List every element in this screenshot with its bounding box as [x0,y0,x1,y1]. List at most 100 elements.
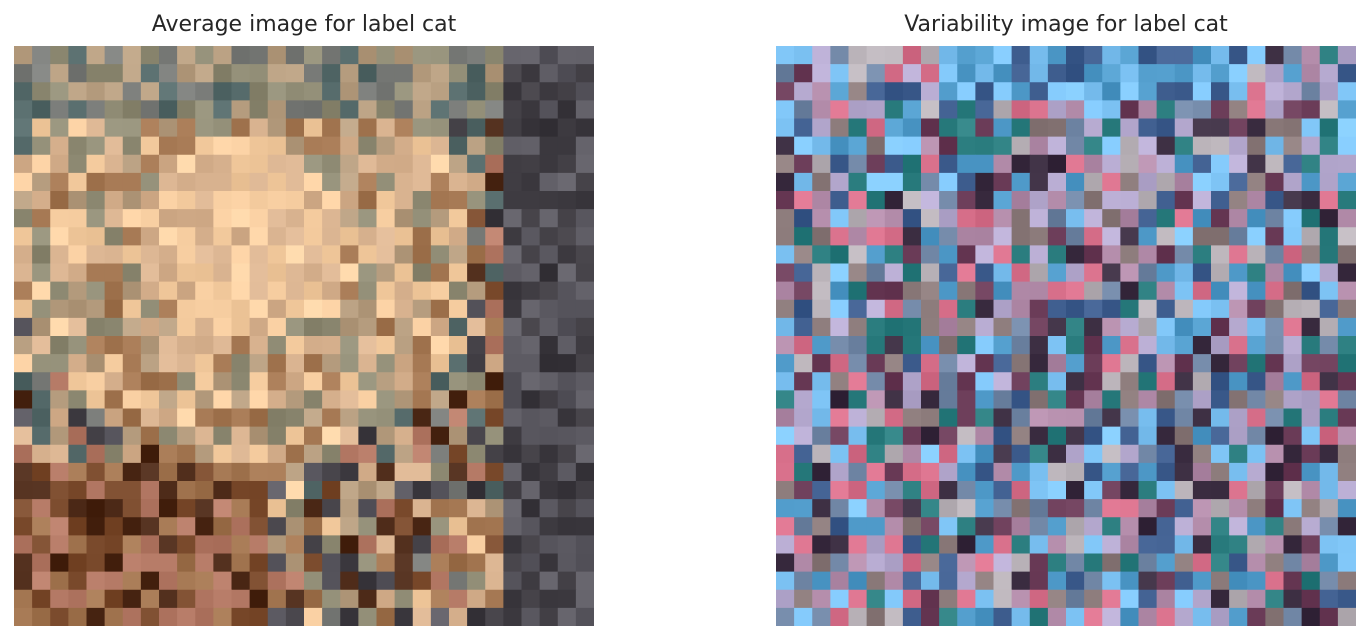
image-pixel [177,82,196,101]
image-pixel [1066,172,1085,192]
image-pixel [267,354,287,373]
image-pixel [939,390,958,410]
image-pixel [50,191,69,210]
image-pixel [1156,172,1176,192]
image-pixel [794,553,813,573]
image-pixel [249,299,269,319]
image-pixel [68,589,88,609]
image-pixel [1156,46,1176,65]
image-pixel [776,589,795,609]
image-pixel [104,299,124,319]
image-pixel [957,82,976,101]
image-pixel [449,46,468,65]
image-pixel [14,589,33,609]
image-pixel [358,571,378,591]
image-pixel [249,281,269,301]
image-pixel [213,444,233,464]
image-pixel [122,46,142,65]
image-pixel [503,553,523,573]
image-pixel [394,136,414,156]
image-pixel [1283,336,1303,355]
image-pixel [68,481,88,500]
image-pixel [830,481,850,500]
image-pixel [1047,517,1067,536]
image-pixel [467,82,486,101]
image-pixel [50,209,69,228]
image-pixel [993,408,1013,428]
image-pixel [140,64,160,83]
image-pixel [1120,191,1140,210]
image-pixel [340,481,359,500]
image-pixel [322,535,341,555]
image-pixel [1084,408,1103,428]
image-pixel [1265,64,1285,83]
image-pixel [1138,535,1158,555]
image-pixel [830,553,850,573]
image-pixel [575,46,594,65]
image-pixel [231,227,251,246]
image-pixel [1102,336,1121,355]
image-pixel [830,571,850,591]
image-pixel [866,535,886,555]
image-pixel [866,553,886,573]
image-pixel [304,172,323,192]
image-pixel [1192,209,1212,228]
image-pixel [1102,263,1121,283]
image-pixel [1283,354,1303,373]
image-pixel [848,172,868,192]
image-pixel [1301,571,1321,591]
image-pixel [1138,372,1158,391]
image-pixel [848,100,868,120]
image-pixel [394,571,414,591]
image-pixel [884,46,904,65]
image-pixel [575,390,594,410]
image-pixel [557,354,577,373]
image-pixel [32,100,51,120]
image-pixel [1265,499,1285,518]
image-pixel [939,372,958,391]
image-pixel [1283,46,1303,65]
image-pixel [1029,263,1049,283]
image-pixel [1283,426,1303,446]
image-pixel [575,354,594,373]
image-pixel [1084,100,1103,120]
image-pixel [776,462,795,482]
image-pixel [1283,209,1303,228]
image-pixel [122,100,142,120]
image-pixel [776,100,795,120]
image-pixel [794,154,813,174]
image-pixel [104,245,124,265]
image-pixel [68,607,88,626]
image-pixel [213,553,233,573]
image-pixel [177,172,196,192]
image-pixel [1066,317,1085,337]
image-pixel [848,82,868,101]
image-pixel [1337,46,1356,65]
image-pixel [1138,317,1158,337]
image-pixel [322,118,341,138]
image-pixel [866,607,886,626]
image-pixel [1011,100,1031,120]
image-pixel [249,336,269,355]
image-pixel [939,535,958,555]
image-pixel [1029,462,1049,482]
image-pixel [1156,535,1176,555]
image-pixel [267,64,287,83]
image-pixel [1319,535,1339,555]
image-pixel [104,336,124,355]
image-pixel [32,317,51,337]
image-pixel [304,191,323,210]
image-pixel [32,46,51,65]
image-pixel [14,299,33,319]
image-pixel [1283,481,1303,500]
image-pixel [358,372,378,391]
image-pixel [975,209,995,228]
image-pixel [1011,245,1031,265]
image-pixel [975,172,995,192]
image-pixel [884,172,904,192]
image-pixel [50,136,69,156]
image-pixel [1192,227,1212,246]
image-pixel [285,517,305,536]
image-pixel [1029,209,1049,228]
image-pixel [939,245,958,265]
